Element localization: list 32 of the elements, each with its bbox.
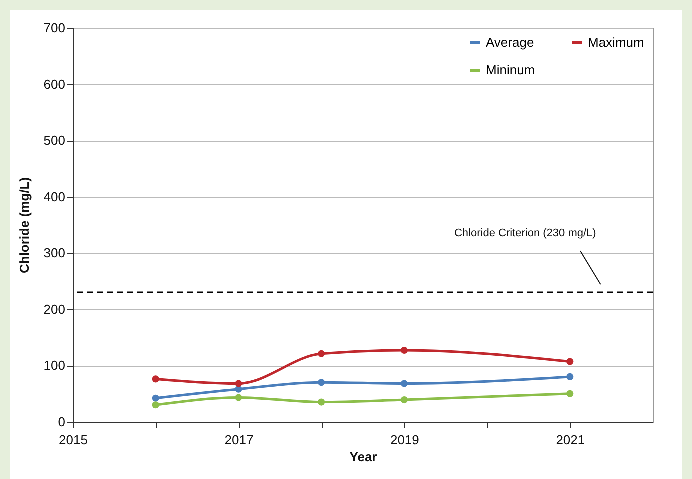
y-tick-label: 100 — [44, 358, 66, 374]
point — [400, 396, 408, 404]
point — [152, 402, 160, 409]
point — [152, 394, 160, 402]
point — [318, 379, 326, 386]
point — [566, 358, 574, 366]
y-tick-label: 200 — [44, 302, 66, 317]
y-tick-label: 0 — [58, 414, 66, 430]
ref-line-label: Chloride Criterion (230 mg/L) — [454, 227, 596, 240]
point — [566, 390, 574, 398]
y-tick-label: 600 — [44, 76, 66, 92]
point — [400, 346, 408, 354]
point — [566, 373, 574, 380]
point — [400, 380, 408, 388]
point — [318, 398, 326, 406]
y-tick-label: 700 — [44, 20, 66, 36]
x-tick-label: 2021 — [556, 432, 586, 448]
legend-label: Mininum — [486, 62, 536, 78]
point — [318, 350, 326, 358]
legend-label: Maximum — [588, 34, 644, 50]
x-tick-label: 2015 — [59, 432, 88, 448]
x-tick-label: 2019 — [390, 432, 420, 448]
y-tick-label: 400 — [44, 189, 66, 204]
point — [235, 394, 242, 402]
point — [235, 380, 242, 388]
x-axis-title: Year — [350, 450, 378, 464]
y-tick-label: 500 — [44, 133, 66, 148]
y-tick-label: 300 — [44, 246, 66, 261]
x-tick-label: 2017 — [224, 432, 254, 448]
point — [152, 376, 160, 383]
y-axis-title: Chloride (mg/L) — [16, 177, 32, 274]
legend-label: Average — [486, 34, 534, 50]
